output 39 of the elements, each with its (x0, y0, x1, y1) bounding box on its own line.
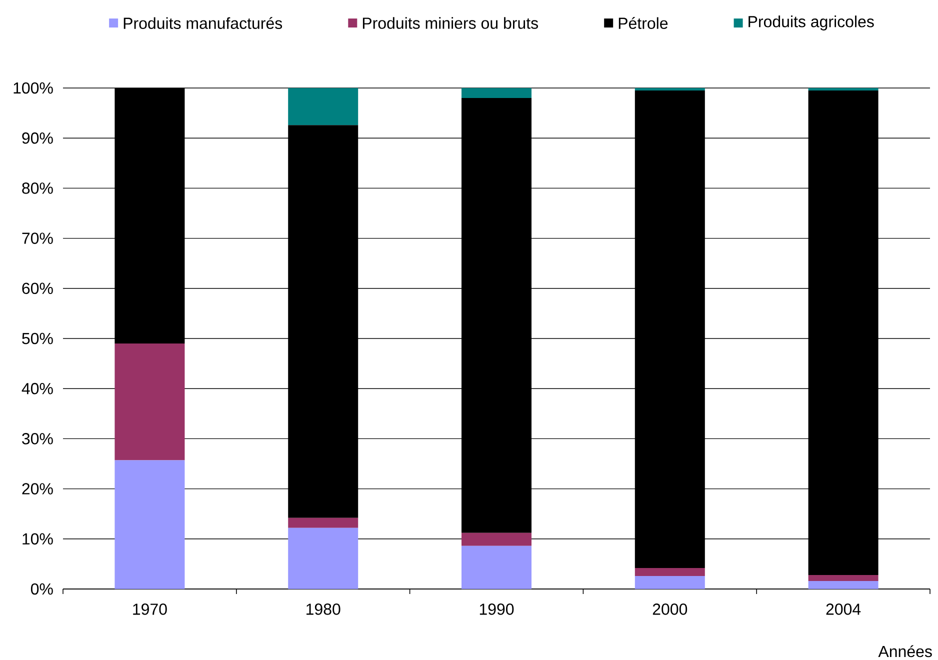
y-tick-label: 50% (22, 332, 53, 344)
bar (114, 460, 185, 589)
x-tick-label: 1970 (133, 604, 167, 615)
x-tick-label: 2000 (652, 604, 688, 615)
bar (808, 580, 878, 589)
y-tick-label: 10% (22, 533, 53, 545)
bar (634, 90, 705, 568)
bar (462, 546, 532, 589)
y-tick-label: 70% (22, 232, 53, 244)
bar (462, 532, 532, 546)
x-tick-label: 1990 (480, 604, 514, 615)
bar (634, 88, 705, 90)
y-tick-label: 60% (22, 282, 53, 294)
y-tick-label: 20% (22, 483, 53, 494)
bar (462, 98, 532, 533)
bar (114, 344, 185, 460)
bar (634, 576, 705, 589)
y-tick-label: 80% (22, 182, 53, 194)
bar (808, 90, 878, 575)
y-tick-label: 90% (22, 132, 53, 144)
x-tick-label: 1980 (306, 604, 340, 615)
y-tick-label: 100% (14, 82, 53, 94)
bar (808, 574, 878, 581)
bar (288, 125, 358, 518)
bar (808, 88, 878, 90)
bar (288, 518, 358, 528)
bar (462, 88, 532, 98)
y-tick-label: 30% (22, 433, 53, 444)
legend-label: Produits manufacturés (124, 17, 282, 29)
bar (634, 568, 705, 576)
bar (288, 88, 358, 126)
legend-label: Produits miniers ou bruts (362, 17, 538, 29)
legend-label: Pétrole (618, 17, 668, 29)
y-tick-label: 0% (30, 583, 53, 595)
legend-label: Produits agricoles (748, 16, 874, 30)
x-tick-label: 2004 (826, 604, 861, 615)
bar (288, 528, 358, 589)
y-tick-label: 40% (22, 382, 53, 394)
x-axis-title: Années (878, 645, 932, 658)
